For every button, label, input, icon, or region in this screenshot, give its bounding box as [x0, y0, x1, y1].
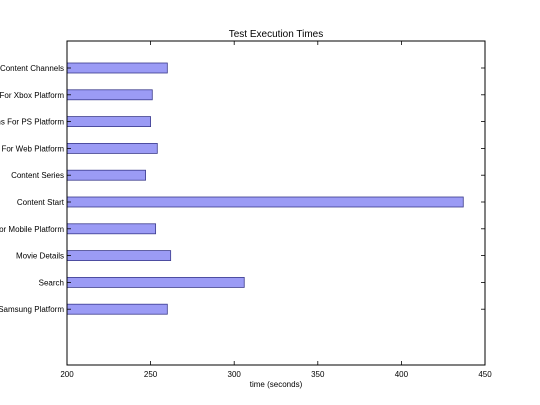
- bars-group: [66, 62, 464, 315]
- y-tick-label: Content Series: [11, 171, 64, 180]
- y-tick-label: For Mobile Platform: [0, 225, 64, 234]
- y-axis: Content Channels s For Xbox Platform ns Fo…: [0, 64, 485, 314]
- x-axis-label: time (seconds): [250, 380, 303, 389]
- bar: [66, 142, 158, 154]
- x-tick-label: 200: [60, 370, 74, 379]
- y-tick-label: Search: [39, 278, 64, 287]
- chart-title: Test Execution Times: [229, 29, 323, 40]
- bar: [66, 276, 245, 288]
- bar: [66, 169, 146, 181]
- plot-frame: [66, 40, 486, 366]
- bar: [66, 89, 153, 101]
- y-tick-label: ns For PS Platform: [0, 118, 64, 127]
- bar: [66, 223, 157, 235]
- bar: [66, 116, 151, 127]
- y-tick-label: Content Channels: [0, 64, 64, 73]
- y-tick-label: Movie Details: [16, 252, 64, 261]
- y-tick-label: s For Xbox Platform: [0, 91, 64, 100]
- x-tick-label: 400: [395, 370, 409, 379]
- bar: [66, 62, 168, 74]
- bar: [66, 250, 172, 262]
- x-axis: 200 250 300 350 400 450: [60, 41, 492, 379]
- x-tick-label: 250: [144, 370, 158, 379]
- y-tick-label: s For Web Platform: [0, 144, 64, 153]
- y-tick-label: Content Start: [17, 198, 65, 207]
- y-tick-label: Samsung Platform: [0, 305, 64, 314]
- x-tick-label: 300: [228, 370, 242, 379]
- x-tick-label: 450: [478, 370, 492, 379]
- bar: [66, 196, 464, 208]
- bar: [66, 303, 168, 315]
- x-tick-label: 350: [311, 370, 325, 379]
